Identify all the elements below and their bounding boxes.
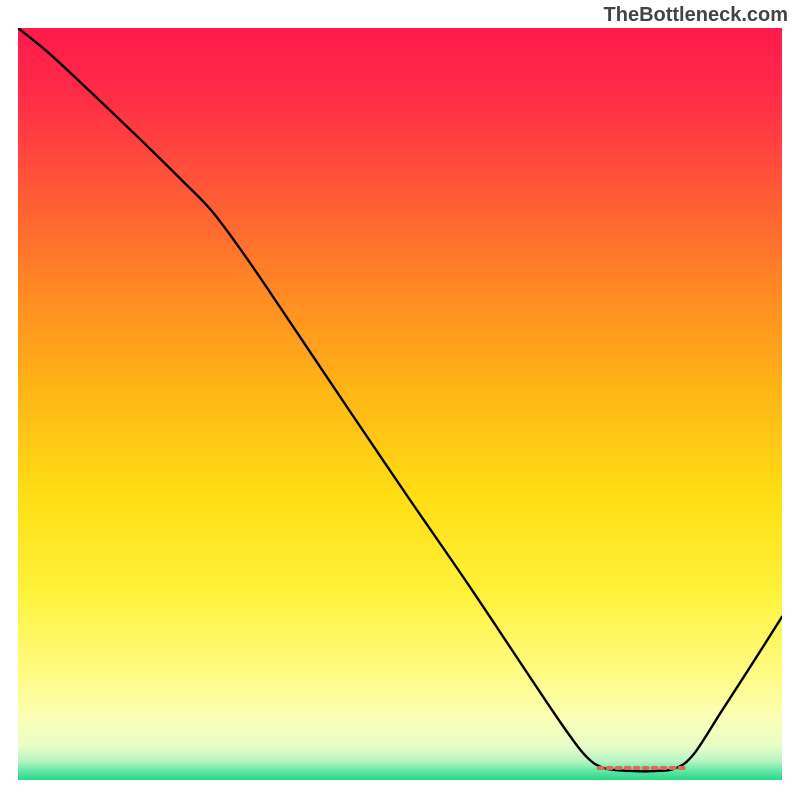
gradient-background: [18, 28, 782, 780]
watermark-text: TheBottleneck.com: [604, 4, 788, 27]
chart-container: TheBottleneck.com: [0, 0, 800, 800]
